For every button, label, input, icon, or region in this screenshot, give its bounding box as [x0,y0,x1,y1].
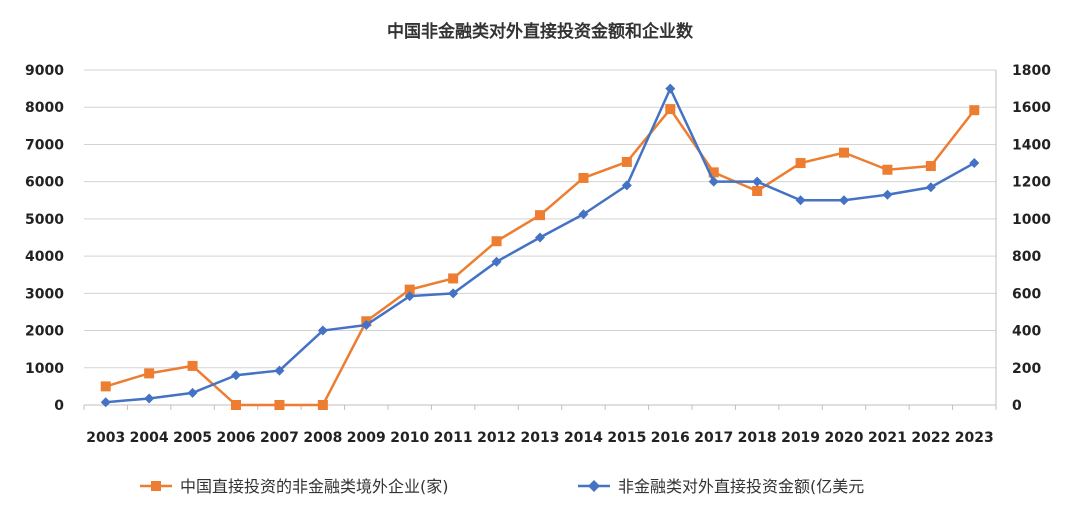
series-0 [100,104,980,410]
data-point [317,400,328,410]
x-tick-label: 2016 [651,430,690,446]
x-tick-label: 2019 [781,430,820,446]
x-tick-label: 2022 [911,430,950,446]
x-tick-label: 2006 [217,430,256,446]
left-tick-label: 9000 [25,63,64,79]
right-tick-label: 1800 [1012,63,1051,79]
left-tick-label: 3000 [25,286,64,302]
left-tick-label: 1000 [25,361,64,377]
data-point [665,83,676,94]
series-1 [100,83,980,408]
right-tick-label: 800 [1012,249,1041,265]
data-point [578,172,589,183]
right-tick-label: 1600 [1012,100,1051,116]
left-tick-label: 0 [54,398,64,414]
data-point [361,319,372,330]
right-tick-label: 400 [1012,324,1041,340]
x-tick-label: 2008 [303,430,342,446]
right-tick-label: 600 [1012,286,1041,302]
right-tick-label: 1200 [1012,175,1051,191]
data-point [187,387,198,398]
right-tick-label: 1400 [1012,137,1051,153]
data-point [621,156,632,167]
x-tick-label: 2018 [738,430,777,446]
data-point [882,189,893,200]
data-point [795,158,806,169]
data-point [621,180,632,191]
data-point [274,400,285,410]
right-tick-label: 1000 [1012,212,1051,228]
x-tick-label: 2007 [260,430,299,446]
left-tick-label: 7000 [25,137,64,153]
data-point [404,284,415,295]
data-point [708,167,719,178]
left-tick-label: 5000 [25,212,64,228]
data-point [491,236,502,247]
x-tick-label: 2014 [564,430,603,446]
x-tick-label: 2010 [390,430,429,446]
data-point [317,325,328,336]
right-axis-ticks: 0 200 400 600 800 1000 1200 1400 1600 1800 [1012,63,1051,414]
x-tick-label: 2009 [347,430,386,446]
data-point [448,273,459,284]
legend-item-enterprises: 中国直接投资的非金融类境外企业(家) [140,477,449,496]
right-tick-label: 0 [1012,398,1022,414]
data-point [404,291,415,302]
data-point [752,185,763,196]
x-tick-label: 2023 [955,430,994,446]
legend-marker-enterprises [151,481,161,491]
data-point [839,195,849,206]
left-axis-ticks: 0 1000 2000 3000 4000 5000 6000 7000 8000 9000 [25,63,64,414]
x-tick-label: 2005 [173,430,212,446]
data-point [535,210,545,221]
data-point [969,158,980,169]
data-point [231,400,241,410]
x-tick-label: 2015 [607,430,646,446]
data-point [187,360,198,371]
x-tick-label: 2011 [434,430,473,446]
series-line [105,87,975,404]
x-tick-label: 2003 [86,430,125,446]
data-point [535,232,545,243]
x-tick-label: 2017 [694,430,733,446]
data-point [708,176,719,187]
series [100,83,980,410]
data-point [839,147,849,158]
data-point [144,393,155,404]
legend-item-investment: 非金融类对外直接投资金额(亿美元 [578,477,864,496]
data-point [925,182,936,193]
data-point [274,365,285,376]
x-tick-label: 2004 [130,430,169,446]
left-tick-label: 6000 [25,175,64,191]
data-point [795,195,806,206]
data-point [882,164,893,175]
left-tick-label: 8000 [25,100,64,116]
chart-title: 中国非金融类对外直接投资金额和企业数 [387,21,694,42]
x-axis-ticks: 2003 2004 2005 2006 2007 2008 2009 2010 2011 2012… [86,430,994,446]
x-tick-label: 2020 [825,430,864,446]
data-point [100,397,111,408]
legend-marker-investment [588,480,600,492]
data-point [144,368,155,379]
data-point [231,370,241,381]
left-tick-label: 2000 [25,324,64,340]
data-point [752,176,763,187]
legend-label-investment: 非金融类对外直接投资金额(亿美元 [618,477,864,496]
data-point [491,256,502,267]
data-point [100,381,111,392]
legend: 中国直接投资的非金融类境外企业(家) 非金融类对外直接投资金额(亿美元 [140,477,864,496]
legend-label-enterprises: 中国直接投资的非金融类境外企业(家) [180,477,449,496]
data-point [448,288,459,299]
x-tick-label: 2013 [521,430,560,446]
data-point [925,161,936,172]
data-point [665,104,676,115]
data-point [578,209,589,220]
right-tick-label: 200 [1012,361,1041,377]
data-point [969,105,980,116]
x-tick-label: 2021 [868,430,907,446]
left-tick-label: 4000 [25,249,64,265]
x-tick-label: 2012 [477,430,516,446]
